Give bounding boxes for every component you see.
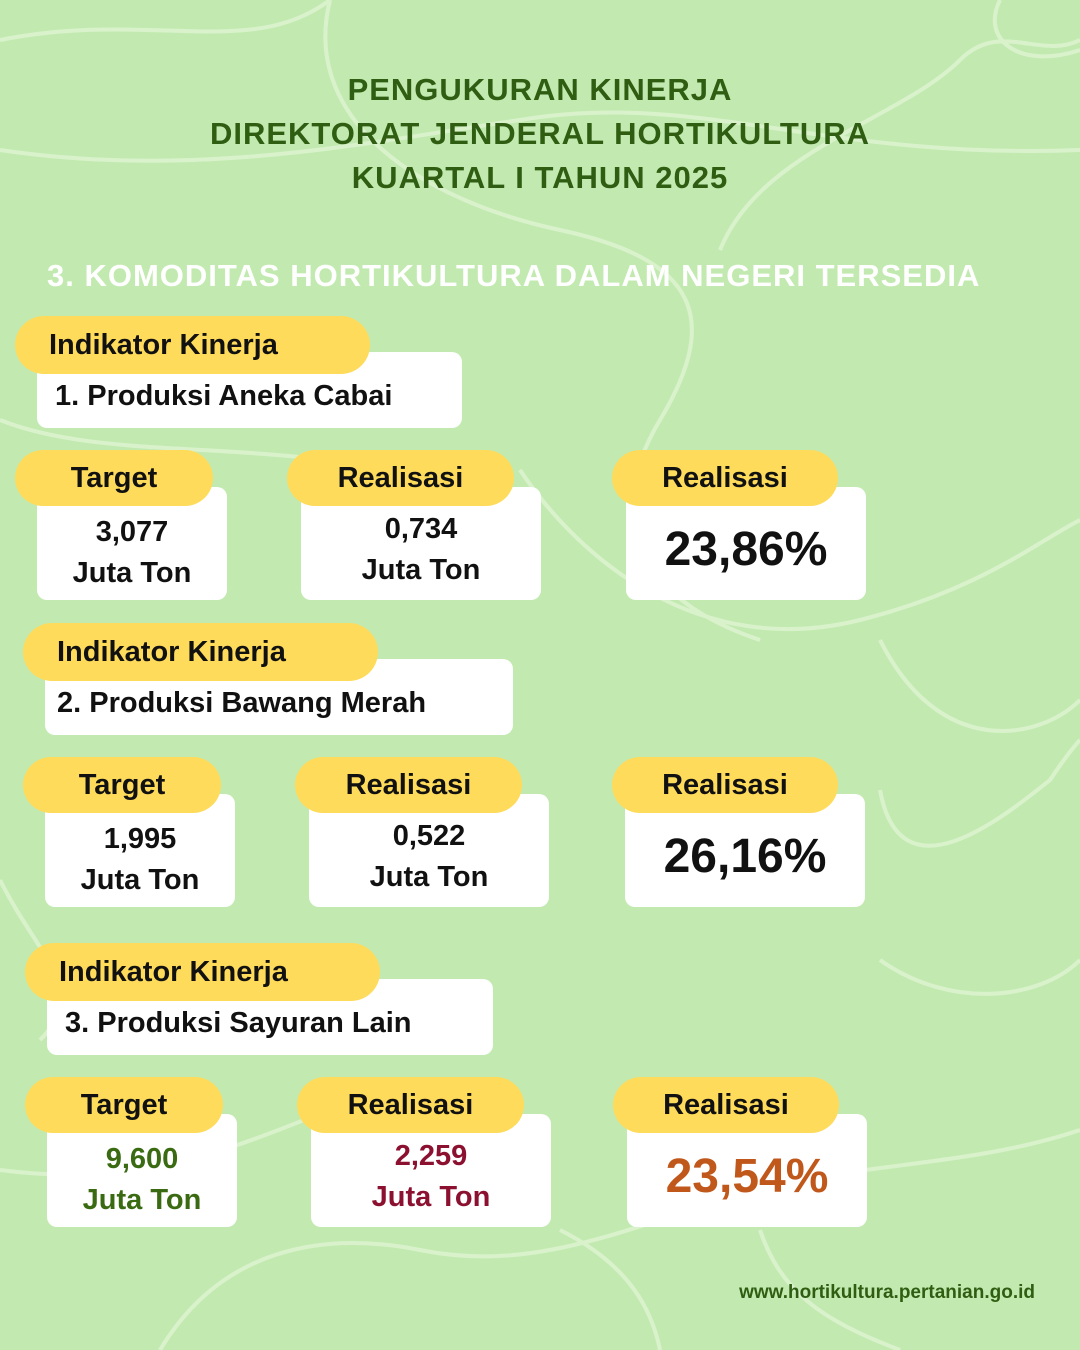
indicator-label: Indikator Kinerja [25,943,380,1001]
realisasi-value: 0,734 [384,512,458,545]
percent-label: Realisasi [613,1077,839,1133]
title-line-3: KUARTAL I TAHUN 2025 [351,160,729,195]
realisasi-unit: Juta Ton [371,1180,491,1213]
indicator-label: Indikator Kinerja [15,316,370,374]
percent-label: Realisasi [612,757,838,813]
target-value: 9,600 [105,1142,179,1175]
target-value: 3,077 [95,515,169,548]
realisasi-label: Realisasi [297,1077,524,1133]
realisasi-unit: Juta Ton [361,553,481,586]
realisasi-value: 0,522 [392,819,466,852]
indicator-label: Indikator Kinerja [23,623,378,681]
page-title: PENGUKURAN KINERJA DIREKTORAT JENDERAL H… [0,68,1080,200]
indicator-section-3: Indikator Kinerja 3. Produksi Sayuran La… [25,943,925,1233]
percent-value: 26,16% [663,829,827,883]
indicator-section-1: Indikator Kinerja 1. Produksi Aneka Caba… [15,316,915,606]
indicator-section-2: Indikator Kinerja 2. Produksi Bawang Mer… [23,623,923,913]
target-unit: Juta Ton [72,556,192,589]
percent-value: 23,86% [664,522,828,576]
target-value: 1,995 [103,822,177,855]
target-label: Target [23,757,221,813]
percent-value: 23,54% [665,1149,829,1203]
percent-label: Realisasi [612,450,838,506]
target-unit: Juta Ton [80,863,200,896]
realisasi-label: Realisasi [287,450,514,506]
website-url: www.hortikultura.pertanian.go.id [739,1282,1035,1303]
target-label: Target [25,1077,223,1133]
target-label: Target [15,450,213,506]
realisasi-value: 2,259 [394,1139,468,1172]
section-subtitle: 3. KOMODITAS HORTIKULTURA DALAM NEGERI T… [47,258,981,293]
title-line-2: DIREKTORAT JENDERAL HORTIKULTURA [209,116,871,151]
title-line-1: PENGUKURAN KINERJA [347,72,733,107]
realisasi-label: Realisasi [295,757,522,813]
realisasi-unit: Juta Ton [369,860,489,893]
target-unit: Juta Ton [82,1183,202,1216]
